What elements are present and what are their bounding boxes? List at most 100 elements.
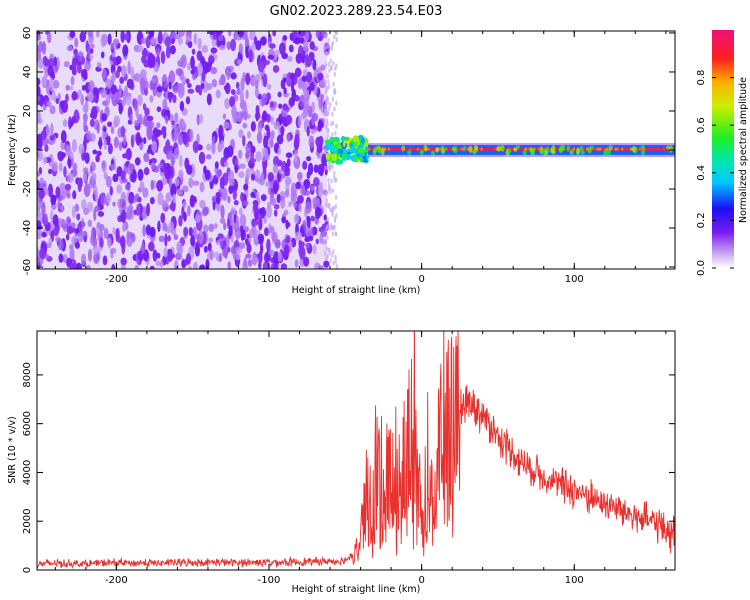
noise-blob bbox=[133, 196, 138, 203]
carrier-cell bbox=[405, 147, 409, 151]
noise-blob bbox=[154, 165, 160, 173]
noise-blob bbox=[110, 126, 115, 135]
noise-blob bbox=[139, 180, 145, 191]
noise-blob bbox=[120, 31, 125, 43]
noise-blob bbox=[188, 265, 192, 269]
noise-blob bbox=[161, 176, 168, 186]
noise-edge-blob bbox=[326, 235, 329, 241]
carrier-cell bbox=[394, 147, 398, 151]
noise-blob bbox=[190, 55, 195, 70]
noise-blob bbox=[155, 260, 161, 267]
noise-blob bbox=[95, 154, 100, 163]
noise-blob bbox=[247, 259, 253, 267]
noise-blob bbox=[266, 126, 271, 141]
colorbar-tick-label: 0.6 bbox=[696, 117, 707, 133]
noise-blob bbox=[289, 72, 295, 80]
noise-blob bbox=[272, 164, 279, 174]
noise-blob bbox=[129, 79, 134, 88]
noise-blob bbox=[68, 244, 74, 250]
noise-blob bbox=[179, 154, 183, 168]
noise-edge-blob bbox=[329, 207, 332, 213]
carrier-cell bbox=[601, 147, 604, 151]
noise-blob bbox=[211, 195, 218, 203]
noise-blob bbox=[214, 161, 219, 169]
carrier-cell bbox=[627, 147, 631, 151]
noise-edge-blob bbox=[325, 197, 328, 203]
onset-blob bbox=[343, 140, 348, 144]
carrier-speckle bbox=[579, 145, 584, 152]
noise-blob bbox=[320, 64, 326, 71]
noise-blob bbox=[72, 168, 78, 177]
noise-blob bbox=[261, 155, 267, 162]
carrier-speckle bbox=[666, 145, 671, 150]
noise-blob bbox=[100, 192, 106, 206]
noise-blob bbox=[218, 252, 222, 263]
noise-edge-blob bbox=[328, 167, 332, 173]
noise-blob bbox=[156, 180, 164, 192]
noise-edge-blob bbox=[325, 51, 328, 57]
noise-edge-blob bbox=[324, 250, 327, 256]
noise-blob bbox=[164, 166, 171, 180]
noise-blob bbox=[101, 160, 107, 173]
noise-blob bbox=[239, 100, 246, 110]
noise-blob bbox=[113, 136, 119, 149]
snr-ytick-label: 8000 bbox=[22, 362, 33, 387]
noise-blob bbox=[158, 235, 165, 243]
noise-blob bbox=[192, 180, 200, 186]
noise-blob bbox=[96, 122, 100, 134]
noise-blob bbox=[307, 162, 314, 176]
noise-blob bbox=[162, 98, 168, 110]
noise-blob bbox=[96, 150, 102, 157]
noise-blob bbox=[194, 244, 201, 257]
noise-edge-blob bbox=[324, 256, 328, 262]
carrier-cell bbox=[421, 147, 424, 151]
noise-blob bbox=[198, 113, 204, 124]
noise-edge-blob bbox=[327, 106, 331, 112]
carrier-cell bbox=[630, 147, 633, 151]
noise-blob bbox=[139, 77, 146, 91]
carrier-cell bbox=[399, 147, 402, 151]
noise-blob bbox=[163, 247, 168, 258]
noise-blob bbox=[305, 56, 312, 68]
noise-blob bbox=[189, 129, 194, 142]
noise-edge-blob bbox=[325, 124, 328, 130]
noise-blob bbox=[174, 177, 180, 187]
onset-blob bbox=[354, 149, 359, 156]
noise-blob bbox=[89, 165, 94, 174]
carrier-cell bbox=[388, 147, 391, 151]
noise-blob bbox=[266, 83, 272, 91]
noise-blob bbox=[187, 82, 192, 88]
carrier-cell bbox=[520, 147, 523, 151]
noise-blob bbox=[188, 226, 193, 237]
noise-blob bbox=[273, 263, 279, 269]
noise-blob bbox=[112, 201, 116, 207]
noise-blob bbox=[60, 152, 66, 159]
noise-blob bbox=[278, 103, 283, 109]
noise-edge-blob bbox=[331, 231, 334, 237]
noise-blob bbox=[251, 79, 256, 87]
noise-blob bbox=[285, 152, 293, 158]
carrier-cell bbox=[429, 147, 433, 151]
noise-blob bbox=[216, 31, 224, 35]
noise-blob bbox=[263, 135, 269, 149]
spectrogram-xtick-label: 100 bbox=[565, 274, 584, 285]
noise-blob bbox=[76, 213, 81, 221]
noise-blob bbox=[177, 84, 185, 99]
noise-blob bbox=[66, 45, 73, 52]
noise-blob bbox=[256, 131, 263, 144]
noise-blob bbox=[270, 129, 275, 140]
noise-edge-blob bbox=[335, 213, 338, 219]
carrier-cell bbox=[412, 147, 415, 151]
noise-blob bbox=[227, 195, 231, 204]
noise-blob bbox=[265, 205, 272, 218]
noise-blob bbox=[226, 41, 232, 50]
carrier-speckle bbox=[559, 145, 564, 152]
noise-blob bbox=[245, 143, 252, 154]
noise-blob bbox=[74, 203, 79, 212]
noise-blob bbox=[219, 176, 225, 190]
spectrogram-xtick-label: 0 bbox=[418, 274, 424, 285]
noise-blob bbox=[157, 220, 161, 233]
noise-blob bbox=[76, 262, 82, 269]
noise-blob bbox=[321, 153, 327, 167]
noise-blob bbox=[152, 249, 158, 262]
